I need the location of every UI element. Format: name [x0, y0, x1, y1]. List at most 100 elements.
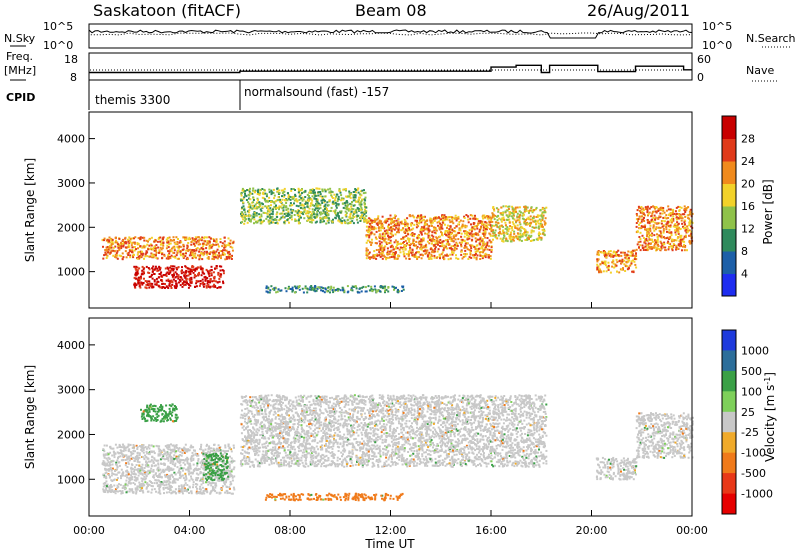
echo-cell [516, 238, 519, 240]
echo-cell [658, 234, 661, 237]
echo-cell [155, 282, 158, 285]
echo-cell [188, 248, 191, 251]
echo-cell [524, 239, 527, 241]
echo-cell [183, 487, 186, 490]
echo-cell [262, 197, 265, 200]
echo-cell [200, 239, 203, 242]
echo-cell [352, 191, 355, 193]
echo-cell [179, 280, 182, 283]
echo-cell [200, 460, 203, 463]
echo-cell [683, 235, 686, 238]
echo-cell [472, 227, 475, 230]
echo-cell [435, 236, 438, 239]
echo-cell [416, 236, 419, 239]
echo-cell [365, 241, 368, 244]
echo-cell [315, 203, 318, 205]
echo-cell [164, 267, 167, 270]
echo-cell [639, 222, 642, 224]
echo-cell [347, 222, 350, 225]
echo-cell [392, 224, 395, 227]
echo-cell [428, 251, 431, 254]
echo-cell [501, 218, 504, 221]
echo-cell [253, 204, 256, 207]
echo-cell [251, 217, 254, 220]
echo-cell [197, 491, 200, 493]
echo-cell [115, 473, 118, 476]
echo-cell [679, 242, 682, 245]
echo-cell [190, 490, 193, 493]
echo-cell [207, 285, 210, 288]
echo-cell [620, 268, 623, 271]
echo-cell [656, 238, 659, 241]
echo-cell [196, 464, 199, 467]
echo-cell [270, 221, 273, 224]
echo-cell [352, 222, 355, 225]
echo-cell [394, 252, 397, 255]
echo-cell [301, 207, 304, 210]
echo-cell [306, 210, 309, 213]
echo-cell [405, 229, 408, 232]
echo-cell [447, 244, 450, 246]
echo-cell [456, 217, 459, 220]
echo-cell [321, 212, 324, 215]
echo-cell [211, 257, 214, 260]
echo-cell [182, 245, 185, 248]
echo-cell [398, 248, 401, 251]
echo-cell [533, 209, 535, 212]
echo-cell [223, 236, 226, 239]
echo-cell [171, 265, 174, 268]
echo-cell [204, 452, 207, 455]
echo-cell [349, 220, 352, 223]
echo-cell [129, 240, 132, 243]
echo-cell [310, 212, 313, 215]
echo-cell [658, 215, 661, 218]
echo-cell [388, 253, 391, 256]
echo-cell [171, 275, 174, 278]
echo-cell [646, 231, 648, 234]
echo-cell [651, 210, 654, 213]
echo-cell [184, 238, 186, 241]
echo-cell [218, 251, 220, 254]
echo-cell [497, 221, 500, 224]
echo-cell [333, 202, 336, 205]
echo-cell [365, 225, 368, 228]
echo-cell [497, 210, 500, 213]
echo-cell [184, 479, 187, 482]
echo-cell [195, 241, 198, 244]
echo-cell [644, 228, 646, 231]
echo-cell [229, 455, 231, 458]
echo-cell [334, 213, 337, 216]
echo-cell [430, 242, 433, 245]
echo-cell [470, 234, 473, 237]
echo-cell [389, 242, 392, 244]
echo-cell [255, 214, 258, 217]
echo-cell [161, 253, 163, 256]
echo-cell [653, 246, 656, 249]
echo-cell [667, 205, 670, 208]
echo-cell [129, 237, 132, 240]
echo-cell [131, 476, 134, 478]
echo-cell [364, 196, 367, 199]
echo-cell [295, 287, 298, 290]
echo-cell [660, 242, 663, 245]
echo-cell [175, 284, 178, 287]
echo-cell [630, 252, 633, 255]
echo-cell [425, 227, 428, 230]
echo-cell [439, 222, 442, 225]
echo-cell [111, 447, 114, 450]
echo-cell [109, 241, 112, 244]
echo-cell [631, 254, 634, 257]
echo-cell [252, 196, 255, 199]
echo-cell [639, 231, 642, 234]
echo-cell [653, 206, 656, 209]
echo-cell [690, 232, 693, 235]
echo-cell [174, 488, 177, 491]
echo-cell [217, 472, 220, 475]
echo-cell [642, 237, 645, 239]
echo-cell [479, 243, 482, 246]
echo-cell [457, 217, 460, 220]
echo-cell [103, 444, 106, 447]
echo-cell [621, 260, 624, 263]
echo-cell [606, 266, 609, 269]
echo-cell [162, 244, 165, 247]
